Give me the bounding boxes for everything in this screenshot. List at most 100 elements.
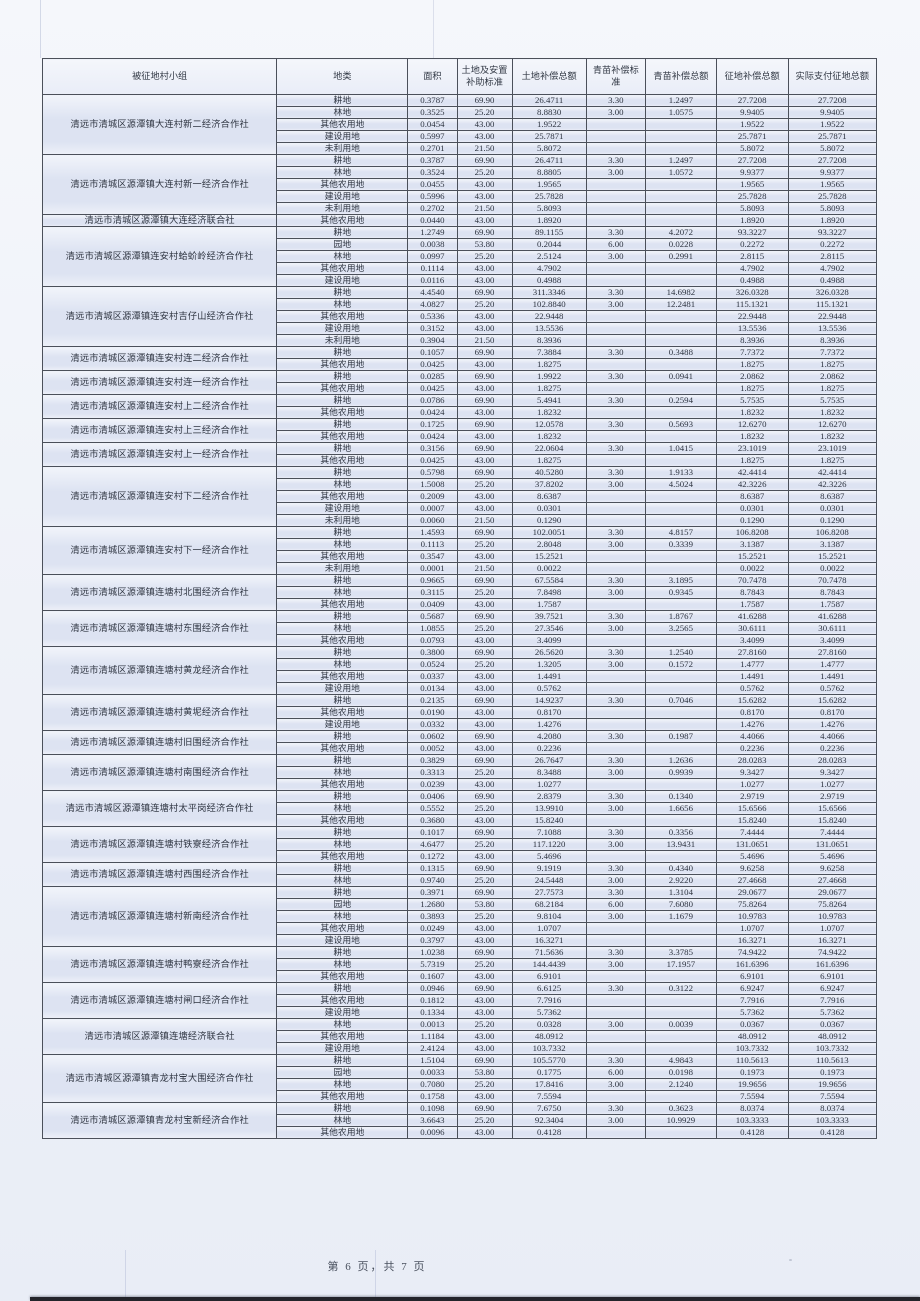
table-row: 清远市清城区源潭镇连塘村南围经济合作社 耕地 0.3829 69.90 26.7647 3…: [41, 754, 878, 791]
value-cell: 41.6288: [715, 610, 789, 623]
land-type-cell: 耕地: [276, 730, 409, 743]
value-cell: 17.8416: [511, 1078, 587, 1091]
value-cell: [644, 742, 717, 755]
value-cell: 27.7208: [787, 154, 878, 167]
value-cell: 5.8072: [715, 142, 789, 155]
value-cell: 4.5024: [644, 478, 717, 491]
value-cell: 43.00: [456, 814, 513, 827]
value-cell: 0.8170: [787, 706, 878, 719]
value-cell: 7.7372: [787, 346, 878, 359]
value-cell: 0.5996: [407, 190, 458, 203]
value-cell: 6.9247: [715, 982, 789, 995]
value-cell: 10.9929: [644, 1114, 717, 1127]
value-cell: 3.30: [585, 442, 646, 455]
table-row: 建设用地 0.0116 43.00 0.4988 0.4988 0.4988: [43, 274, 878, 287]
village-group-cell: 清远市清城区源潭镇连塘村南围经济合作社: [41, 754, 278, 791]
value-cell: 43.00: [456, 262, 513, 275]
land-type-cell: 林地: [276, 766, 409, 779]
value-cell: [585, 202, 646, 215]
value-cell: [644, 382, 717, 395]
value-cell: [585, 262, 646, 275]
value-cell: 115.1321: [787, 298, 878, 311]
value-cell: 3.4099: [715, 634, 789, 647]
value-cell: 0.0285: [407, 370, 458, 383]
value-cell: [585, 142, 646, 155]
land-type-cell: 耕地: [276, 946, 409, 959]
value-cell: 43.00: [456, 1030, 513, 1043]
value-cell: 48.0912: [787, 1030, 878, 1043]
table-row: 清远市清城区源潭镇连塘村黄坭经济合作社 耕地 0.2135 69.90 14.9237 3…: [41, 694, 878, 731]
value-cell: 1.7587: [511, 598, 587, 611]
value-cell: 69.90: [456, 694, 513, 707]
value-cell: 25.7871: [787, 130, 878, 143]
value-cell: 3.6643: [407, 1114, 458, 1127]
value-cell: 1.0707: [511, 922, 587, 935]
value-cell: 69.90: [456, 1054, 513, 1067]
value-cell: [644, 922, 717, 935]
value-cell: 15.2521: [787, 550, 878, 563]
value-cell: 2.9719: [715, 790, 789, 803]
value-cell: 43.00: [456, 430, 513, 443]
table-row: 清远市清城区源潭镇连塘村太平岗经济合作社 耕地 0.0406 69.90 2.8379 3…: [41, 790, 878, 827]
value-cell: 0.2991: [644, 250, 717, 263]
land-type-cell: 建设用地: [276, 130, 409, 143]
value-cell: 1.8275: [715, 358, 789, 371]
value-cell: 3.00: [585, 478, 646, 491]
table-row: 清远市清城区源潭镇连塘村闸口经济合作社 耕地 0.0946 69.90 6.6125 3.…: [41, 982, 878, 1019]
value-cell: 0.0228: [644, 238, 717, 251]
column-header-crop-standard: 青苗补偿标准: [585, 58, 646, 95]
table-row: 林地 3.6643 25.20 92.3404 3.00 10.9929 103.3333 1…: [43, 1114, 878, 1127]
land-type-cell: 其他农用地: [276, 670, 409, 683]
table-row: 其他农用地 0.0190 43.00 0.8170 0.8170 0.8170: [43, 706, 878, 719]
value-cell: 2.8048: [511, 538, 587, 551]
value-cell: 9.9377: [787, 166, 878, 179]
value-cell: 102.0051: [511, 526, 587, 539]
value-cell: 8.3488: [511, 766, 587, 779]
value-cell: [644, 274, 717, 287]
land-type-cell: 林地: [276, 250, 409, 263]
table-row: 建设用地 0.0332 43.00 1.4276 1.4276 1.4276: [43, 718, 878, 731]
value-cell: [585, 922, 646, 935]
table-row: 清远市清城区源潭镇连安村连二经济合作社 耕地 0.1057 69.90 7.3884 3.…: [41, 346, 878, 371]
value-cell: 0.3680: [407, 814, 458, 827]
value-cell: 0.0301: [511, 502, 587, 515]
value-cell: 21.50: [456, 562, 513, 575]
table-row: 林地 1.0855 25.20 27.3546 3.00 3.2565 30.6111 30.…: [43, 622, 878, 635]
value-cell: 53.80: [456, 238, 513, 251]
value-cell: 25.20: [456, 958, 513, 971]
value-cell: 43.00: [456, 922, 513, 935]
value-cell: 0.2701: [407, 142, 458, 155]
scan-fold-line: [40, 0, 41, 58]
value-cell: 27.7208: [787, 94, 878, 107]
table-row: 清远市清城区源潭镇连安村下一经济合作社 耕地 1.4593 69.90 102.0051…: [41, 526, 878, 575]
table-row: 林地 0.7080 25.20 17.8416 3.00 2.1240 19.9656 19.…: [43, 1078, 878, 1091]
value-cell: 0.2009: [407, 490, 458, 503]
village-group-cell: 清远市清城区源潭镇连塘村黄龙经济合作社: [41, 646, 278, 695]
value-cell: 5.7362: [511, 1006, 587, 1019]
value-cell: 5.4941: [511, 394, 587, 407]
value-cell: 8.3936: [787, 334, 878, 347]
land-type-cell: 其他农用地: [276, 358, 409, 371]
value-cell: 43.00: [456, 322, 513, 335]
value-cell: 0.1290: [511, 514, 587, 527]
value-cell: 1.8275: [511, 454, 587, 467]
value-cell: 4.4540: [407, 286, 458, 299]
value-cell: 105.5770: [511, 1054, 587, 1067]
village-group-cell: 清远市清城区源潭镇连安村连一经济合作社: [41, 370, 278, 395]
value-cell: 6.6125: [511, 982, 587, 995]
value-cell: 4.7902: [787, 262, 878, 275]
column-header-land-resettlement-standard: 土地及安置补助标准: [456, 58, 513, 95]
value-cell: 0.3115: [407, 586, 458, 599]
value-cell: 2.1240: [644, 1078, 717, 1091]
value-cell: 103.7332: [511, 1042, 587, 1055]
value-cell: [644, 262, 717, 275]
land-type-cell: 建设用地: [276, 322, 409, 335]
value-cell: 1.3104: [644, 886, 717, 899]
land-type-cell: 耕地: [276, 646, 409, 659]
land-type-cell: 林地: [276, 802, 409, 815]
value-cell: 43.00: [456, 850, 513, 863]
value-cell: 15.2521: [511, 550, 587, 563]
value-cell: 1.7587: [787, 598, 878, 611]
value-cell: 69.90: [456, 574, 513, 587]
value-cell: 25.7871: [511, 130, 587, 143]
